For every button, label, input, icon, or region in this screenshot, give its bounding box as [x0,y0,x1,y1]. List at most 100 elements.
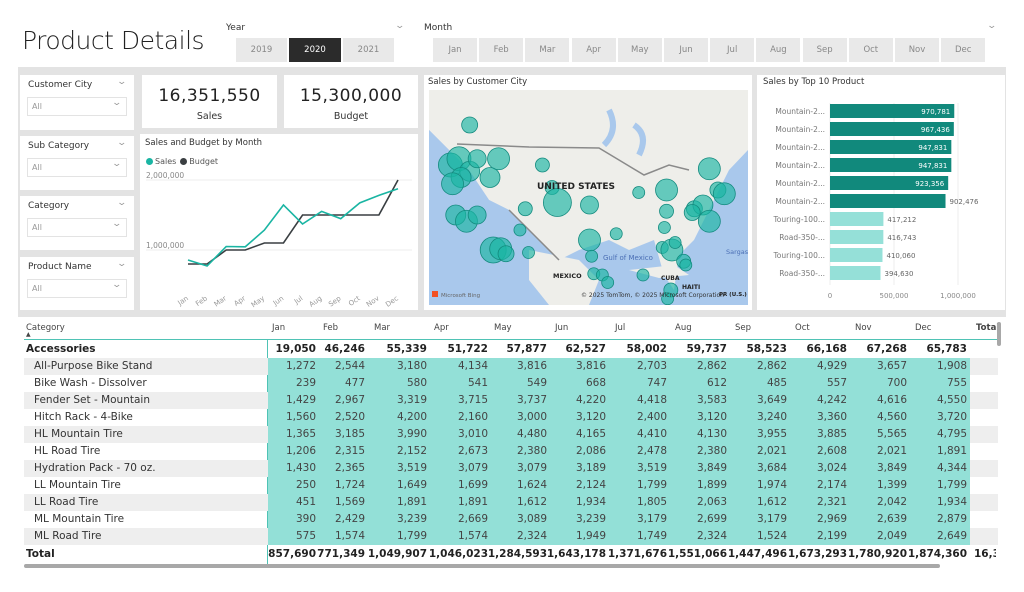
filter-dropdown[interactable]: All ⌄ [27,97,127,116]
month-button-nov[interactable]: Nov [895,38,939,62]
city-bubble[interactable] [657,221,671,234]
city-bubble[interactable] [522,246,535,259]
city-bubble[interactable] [668,236,682,249]
city-bubble[interactable] [661,292,675,305]
year-2019-button[interactable]: 2019 [236,38,287,62]
month-button-mar[interactable]: Mar [525,38,570,62]
table-row[interactable]: HL Mountain Tire 1,365 3,185 3,990 3,010 4,48… [18,426,998,443]
series-line-budget[interactable] [188,179,399,265]
table-row[interactable]: LL Mountain Tire 250 1,724 1,649 1,699 1,624 2… [18,477,998,494]
city-bubble[interactable] [467,205,487,225]
city-bubble[interactable] [659,203,674,219]
bar[interactable] [830,176,949,190]
filter-dropdown[interactable]: All ⌄ [27,157,127,177]
bar[interactable] [830,104,955,118]
column-header-apr[interactable]: Apr [434,323,449,333]
sales-budget-line-chart[interactable]: Sales and Budget by Month Sales Budget 1… [140,134,418,310]
city-bubble[interactable] [679,258,693,272]
month-button-sep[interactable]: Sep [802,38,847,62]
city-bubble[interactable] [578,228,601,252]
table-row[interactable]: All-Purpose Bike Stand 1,272 2,544 3,180 4,1… [18,358,998,375]
top10-product-bar-chart[interactable]: Sales by Top 10 Product 0 500,000 1,000,00… [757,75,1005,310]
series-line-sales[interactable] [187,188,399,267]
column-header-dec[interactable]: Dec [915,323,932,333]
month-button-jun[interactable]: Jun [664,38,708,62]
bar[interactable] [830,248,883,262]
column-header-feb[interactable]: Feb [323,323,339,333]
year-2020-button[interactable]: 2020 [289,38,341,62]
chevron-down-icon[interactable]: ⌄ [116,258,128,269]
city-bubble[interactable] [601,276,615,289]
city-bubble[interactable] [487,147,510,171]
month-button-jan[interactable]: Jan [433,38,477,62]
sales-by-city-map[interactable]: Sales by Customer City UNITED STATES MEX… [424,75,752,310]
group-row-accessories[interactable]: Accessories 19,050 46,246 55,339 51,722 57,87… [18,341,998,358]
map-canvas[interactable]: UNITED STATES MEXICO Gulf of Mexico CUBA… [429,90,748,305]
month-button-feb[interactable]: Feb [479,38,524,62]
month-button-jul[interactable]: Jul [710,38,755,62]
city-bubble[interactable] [683,204,701,221]
column-header-jun[interactable]: Jun [555,323,569,333]
bar[interactable] [830,158,952,172]
sort-ascending-icon[interactable]: ▲ [26,331,31,338]
chevron-down-icon[interactable]: ⌄ [116,198,128,208]
city-bubble[interactable] [517,201,533,217]
chevron-down-icon[interactable]: ⌄ [116,137,128,148]
total-row[interactable]: Total 857,690 771,349 1,049,907 1,046,023 1,2… [18,546,998,563]
city-bubble[interactable] [580,195,599,215]
city-bubble[interactable] [632,186,646,199]
city-bubble[interactable] [609,227,623,241]
city-bubble[interactable] [479,167,501,188]
vertical-scrollbar[interactable] [997,322,1001,346]
bar[interactable] [830,122,954,136]
city-bubble[interactable] [655,178,678,202]
city-bubble[interactable] [712,182,736,206]
horizontal-scrollbar[interactable] [24,564,940,568]
bar[interactable] [830,194,946,208]
month-button-aug[interactable]: Aug [756,38,801,62]
column-header-category[interactable]: Category [26,323,65,333]
month-chevron-icon[interactable]: ⌄ [986,21,998,31]
year-2021-button[interactable]: 2021 [343,38,394,62]
city-bubble[interactable] [467,149,487,169]
column-header-mar[interactable]: Mar [374,323,391,333]
bar[interactable] [830,266,881,280]
month-button-may[interactable]: May [617,38,662,62]
city-bubble[interactable] [697,209,721,233]
column-header-nov[interactable]: Nov [855,323,872,333]
column-header-oct[interactable]: Oct [795,323,810,333]
city-bubble[interactable] [513,223,527,237]
city-bubble[interactable] [461,116,479,134]
column-header-sep[interactable]: Sep [735,323,752,333]
city-bubble[interactable] [535,157,550,173]
column-header-jul[interactable]: Jul [615,323,626,333]
month-button-dec[interactable]: Dec [941,38,986,62]
city-bubble[interactable] [636,268,650,282]
table-row[interactable]: Bike Wash - Dissolver 239 477 580 541 549 668 7… [18,375,998,392]
column-header-total[interactable]: Total [976,323,1000,333]
column-header-may[interactable]: May [494,323,512,333]
table-row[interactable]: Fender Set - Mountain 1,429 2,967 3,319 3,71… [18,392,998,409]
city-bubble[interactable] [441,172,464,196]
city-bubble[interactable] [542,188,572,217]
bar[interactable] [830,140,952,154]
product-matrix-table[interactable]: Category ▲ Jan Feb Mar Apr May Jun Jul Aug Sep Oct N… [18,320,1008,578]
city-bubble[interactable] [585,249,599,263]
bar[interactable] [830,230,884,244]
filter-dropdown[interactable]: All ⌄ [27,218,127,237]
month-button-oct[interactable]: Oct [848,38,893,62]
filter-dropdown[interactable]: All ⌄ [27,278,127,298]
year-chevron-icon[interactable]: ⌄ [394,21,406,31]
column-header-jan[interactable]: Jan [272,323,286,333]
bar[interactable] [830,212,884,226]
city-bubble[interactable] [497,245,515,263]
table-row[interactable]: ML Mountain Tire 390 2,429 3,239 2,669 3,089 3… [18,511,998,528]
table-row[interactable]: LL Road Tire 451 1,569 1,891 1,891 1,612 1,934… [18,494,998,511]
table-row[interactable]: Hitch Rack - 4-Bike 1,560 2,520 4,200 2,160 3… [18,409,998,426]
city-bubble[interactable] [697,157,721,181]
table-row[interactable]: ML Road Tire 575 1,574 1,799 1,574 2,324 1,949… [18,528,998,545]
table-row[interactable]: Hydration Pack - 70 oz. 1,430 2,365 3,519 3,… [18,460,998,477]
month-button-apr[interactable]: Apr [571,38,616,62]
chevron-down-icon[interactable]: ⌄ [116,77,128,87]
table-row[interactable]: HL Road Tire 1,206 2,315 2,152 2,673 2,380 2,0… [18,443,998,460]
